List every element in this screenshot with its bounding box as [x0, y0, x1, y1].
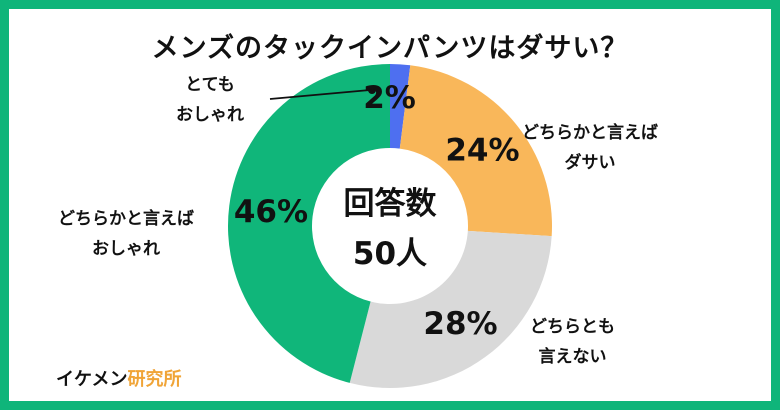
slice-dasai [399, 65, 553, 237]
pct-label-neutral: 28% [423, 306, 497, 342]
slice-neutral [349, 230, 552, 388]
center-label-line2: 50人 [353, 236, 427, 272]
leader-line [269, 89, 371, 100]
pct-label-dasai: 24% [445, 133, 519, 169]
slice-label-oshare: どちらかと言えば おしゃれ [58, 209, 194, 259]
center-label-line1: 回答数 [344, 186, 437, 222]
donut-slices [228, 64, 553, 388]
chart-title: メンズのタックインパンツはダサい？ [151, 33, 629, 64]
pct-label-totemo-oshare: 2% [363, 80, 416, 116]
leader-dot [368, 86, 376, 94]
slice-totemo-oshare [390, 64, 411, 149]
pct-label-oshare: 46% [234, 194, 308, 230]
brand-logo: イケメン研究所 [56, 369, 182, 390]
slice-label-dasai: どちらかと言えば ダサい [522, 123, 658, 173]
slice-label-totemo-oshare: とても おしゃれ [176, 75, 244, 125]
slice-label-neutral: どちらとも 言えない [530, 317, 615, 367]
percent-labels: 2% 24% 28% 46% [234, 80, 520, 342]
slice-oshare [228, 64, 390, 383]
